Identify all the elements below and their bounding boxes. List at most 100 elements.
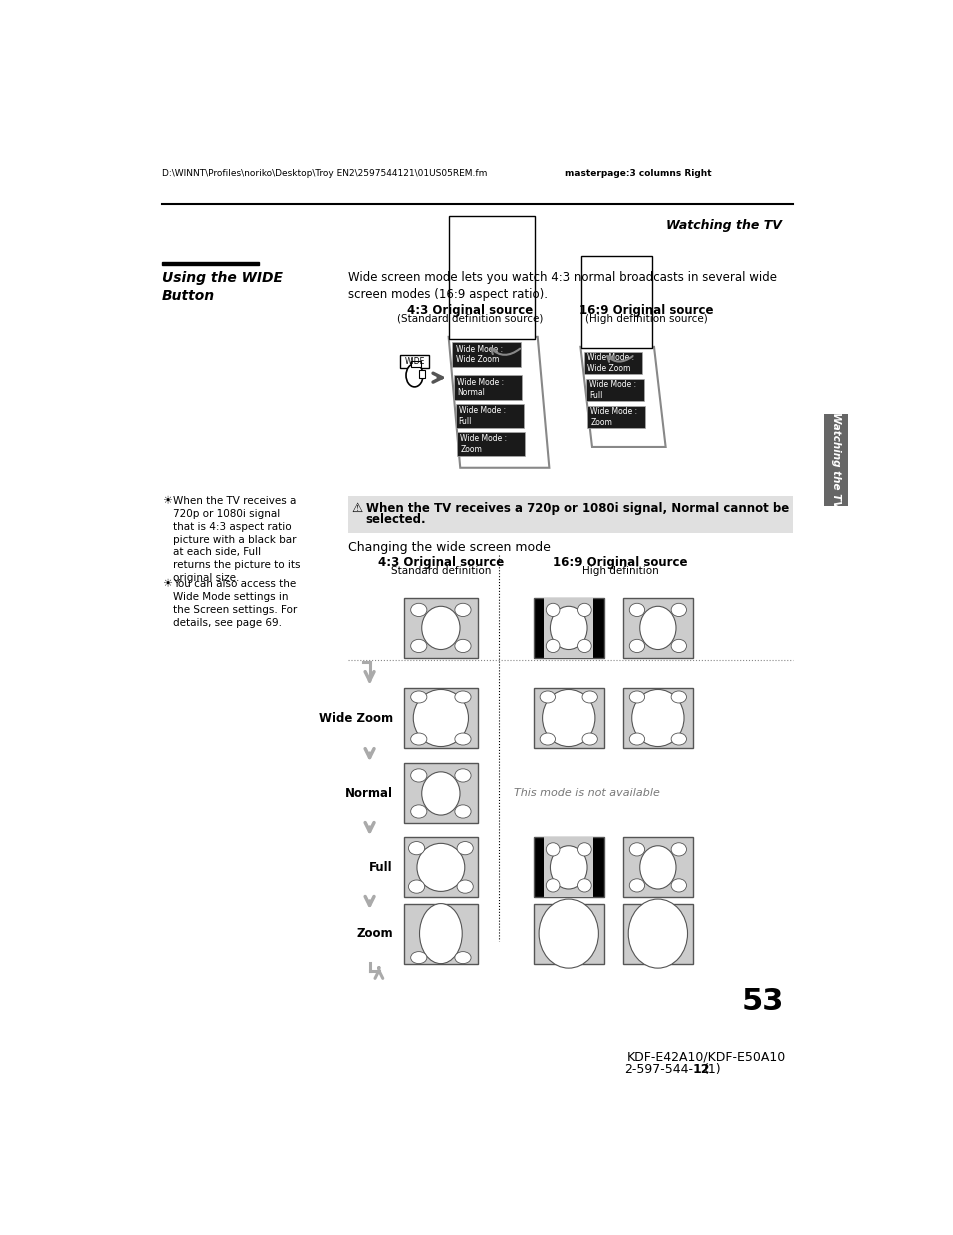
Ellipse shape bbox=[629, 842, 644, 856]
Ellipse shape bbox=[629, 640, 644, 652]
Bar bbox=[583, 352, 641, 374]
Bar bbox=[622, 688, 692, 748]
Ellipse shape bbox=[628, 899, 687, 968]
Bar bbox=[587, 406, 645, 427]
Text: When the TV receives a
720p or 1080i signal
that is 4:3 aspect ratio
picture wit: When the TV receives a 720p or 1080i sig… bbox=[172, 496, 300, 583]
Ellipse shape bbox=[455, 640, 471, 652]
Ellipse shape bbox=[410, 805, 426, 818]
Bar bbox=[454, 375, 521, 400]
Bar bbox=[404, 763, 477, 824]
Text: You can also access the
Wide Mode settings in
the Screen settings. For
details, : You can also access the Wide Mode settin… bbox=[172, 579, 296, 627]
Bar bbox=[404, 598, 477, 658]
Ellipse shape bbox=[631, 689, 683, 746]
Ellipse shape bbox=[406, 364, 422, 387]
Ellipse shape bbox=[577, 879, 591, 892]
Text: (Standard definition source): (Standard definition source) bbox=[396, 314, 543, 324]
Bar bbox=[404, 837, 477, 898]
Ellipse shape bbox=[546, 640, 559, 652]
Text: Wide Mode :
Wide Zoom: Wide Mode : Wide Zoom bbox=[587, 353, 634, 373]
Bar bbox=[162, 262, 258, 266]
Ellipse shape bbox=[408, 841, 424, 855]
Bar bbox=[534, 837, 603, 898]
Ellipse shape bbox=[577, 842, 591, 856]
Ellipse shape bbox=[419, 904, 462, 963]
Ellipse shape bbox=[546, 879, 559, 892]
Text: 16:9 Original source: 16:9 Original source bbox=[578, 304, 713, 316]
Polygon shape bbox=[448, 337, 549, 468]
Text: selected.: selected. bbox=[365, 514, 426, 526]
Text: Wide Mode :
Normal: Wide Mode : Normal bbox=[456, 378, 504, 398]
Text: Wide Mode :
Full: Wide Mode : Full bbox=[458, 406, 505, 426]
Bar bbox=[418, 370, 424, 378]
Text: WIDE: WIDE bbox=[404, 357, 424, 366]
Ellipse shape bbox=[550, 846, 586, 889]
Text: Changing the wide screen mode: Changing the wide screen mode bbox=[348, 541, 550, 555]
Ellipse shape bbox=[410, 769, 426, 782]
Text: Normal: Normal bbox=[344, 787, 393, 800]
Text: Standard definition: Standard definition bbox=[391, 566, 491, 576]
Bar bbox=[622, 837, 692, 898]
Bar bbox=[823, 414, 847, 506]
Ellipse shape bbox=[577, 640, 591, 652]
Ellipse shape bbox=[670, 734, 686, 745]
Bar bbox=[534, 688, 603, 748]
Bar bbox=[399, 354, 429, 368]
Bar bbox=[456, 404, 523, 429]
Ellipse shape bbox=[577, 603, 591, 616]
Ellipse shape bbox=[408, 881, 424, 893]
Ellipse shape bbox=[410, 640, 426, 652]
Bar bbox=[585, 379, 643, 401]
Ellipse shape bbox=[581, 734, 597, 745]
Text: 12: 12 bbox=[692, 1063, 709, 1076]
Ellipse shape bbox=[550, 606, 586, 650]
Bar bbox=[404, 688, 477, 748]
Text: masterpage:3 columns Right: masterpage:3 columns Right bbox=[564, 169, 711, 178]
Ellipse shape bbox=[413, 689, 468, 746]
Ellipse shape bbox=[538, 899, 598, 968]
Ellipse shape bbox=[455, 805, 471, 818]
Ellipse shape bbox=[455, 952, 471, 963]
Bar bbox=[452, 342, 520, 367]
Bar bbox=[411, 362, 420, 367]
Text: Zoom: Zoom bbox=[355, 927, 393, 940]
Ellipse shape bbox=[542, 689, 595, 746]
Ellipse shape bbox=[539, 734, 555, 745]
Text: KDF-E42A10/KDF-E50A10: KDF-E42A10/KDF-E50A10 bbox=[626, 1051, 785, 1063]
Text: Wide screen mode lets you watch 4:3 normal broadcasts in several wide
screen mod: Wide screen mode lets you watch 4:3 norm… bbox=[348, 272, 776, 301]
Ellipse shape bbox=[629, 734, 644, 745]
Ellipse shape bbox=[421, 606, 459, 650]
Ellipse shape bbox=[455, 769, 471, 782]
Ellipse shape bbox=[410, 734, 426, 745]
Ellipse shape bbox=[410, 952, 426, 963]
Ellipse shape bbox=[629, 603, 644, 616]
Ellipse shape bbox=[629, 879, 644, 892]
Ellipse shape bbox=[670, 879, 686, 892]
Ellipse shape bbox=[456, 841, 473, 855]
Ellipse shape bbox=[539, 690, 555, 703]
Ellipse shape bbox=[410, 690, 426, 703]
Bar bbox=[348, 496, 793, 534]
Ellipse shape bbox=[546, 842, 559, 856]
Text: Wide Mode :
Zoom: Wide Mode : Zoom bbox=[590, 408, 637, 426]
Polygon shape bbox=[579, 347, 665, 447]
Text: 2-597-544-: 2-597-544- bbox=[623, 1063, 692, 1076]
Text: 16:9 Original source: 16:9 Original source bbox=[553, 556, 687, 569]
Ellipse shape bbox=[670, 690, 686, 703]
Text: High definition: High definition bbox=[581, 566, 659, 576]
Text: Watching the TV: Watching the TV bbox=[830, 412, 841, 508]
Ellipse shape bbox=[416, 844, 464, 892]
Text: ⚠: ⚠ bbox=[352, 503, 363, 515]
Text: Watching the TV: Watching the TV bbox=[665, 219, 781, 232]
Text: Wide Mode :
Wide Zoom: Wide Mode : Wide Zoom bbox=[456, 345, 502, 364]
Text: D:\WINNT\Profiles\noriko\Desktop\Troy EN2\2597544121\01US05REM.fm: D:\WINNT\Profiles\noriko\Desktop\Troy EN… bbox=[162, 169, 487, 178]
Text: When the TV receives a 720p or 1080i signal, Normal cannot be: When the TV receives a 720p or 1080i sig… bbox=[365, 501, 788, 515]
Bar bbox=[534, 598, 603, 658]
Bar bbox=[544, 598, 593, 658]
Ellipse shape bbox=[546, 603, 559, 616]
Ellipse shape bbox=[670, 640, 686, 652]
Ellipse shape bbox=[581, 690, 597, 703]
Ellipse shape bbox=[639, 846, 676, 889]
Ellipse shape bbox=[670, 603, 686, 616]
Ellipse shape bbox=[639, 606, 676, 650]
Text: Wide Zoom: Wide Zoom bbox=[318, 711, 393, 725]
